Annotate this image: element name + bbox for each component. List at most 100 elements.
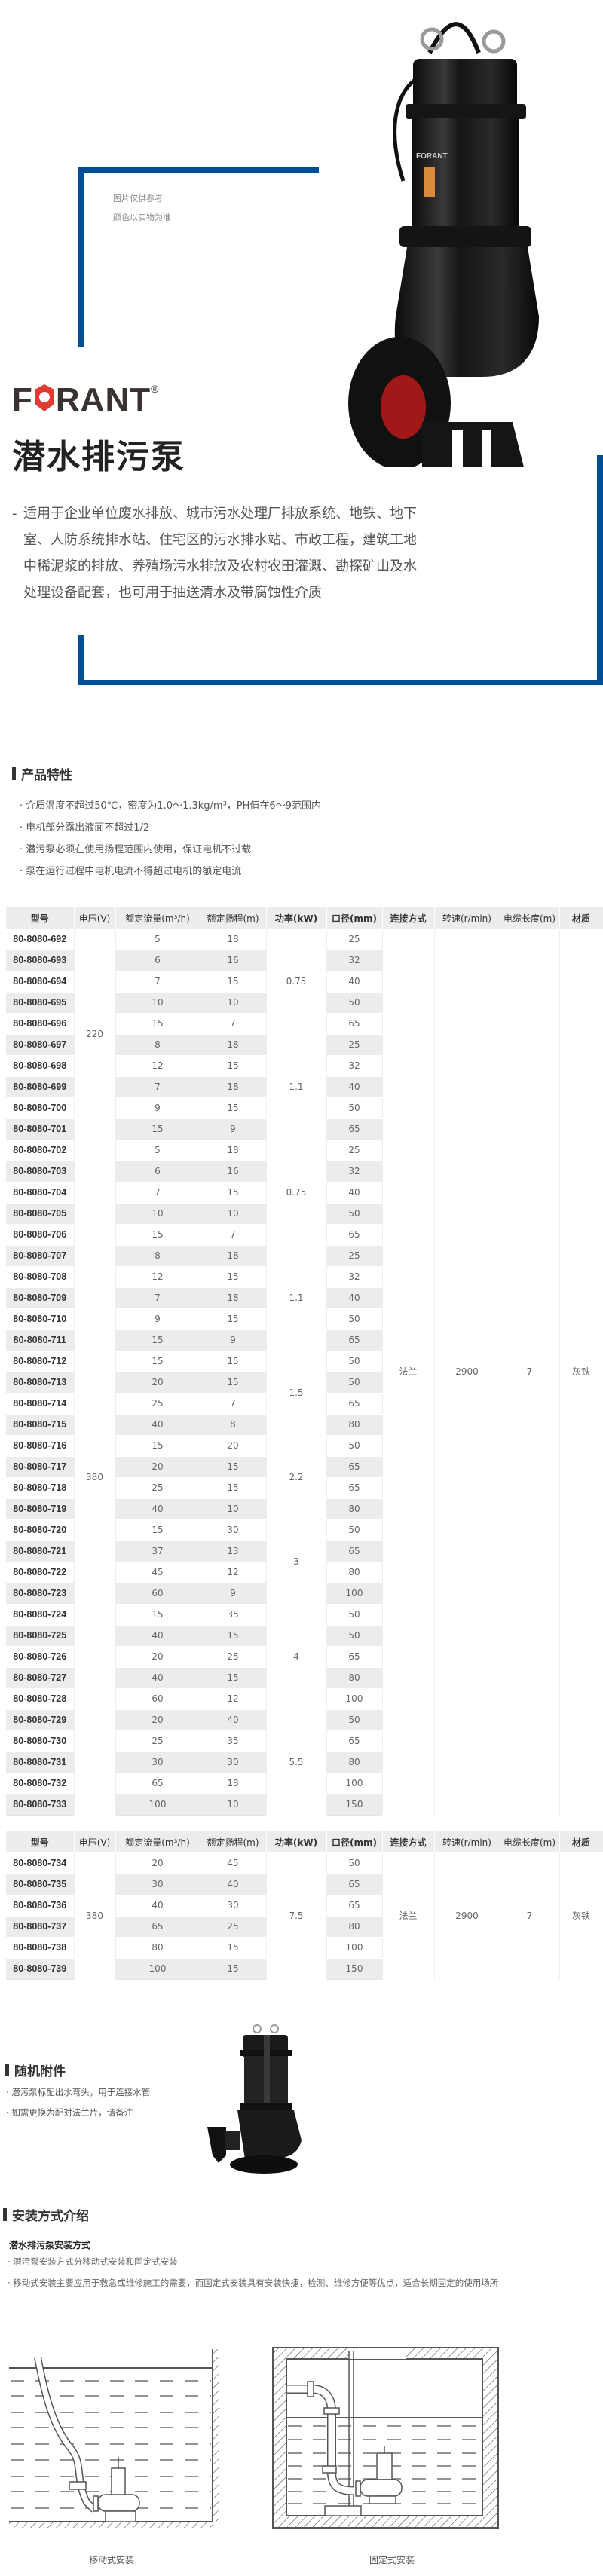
head-cell: 15 xyxy=(200,1477,267,1499)
frame-bottom-line xyxy=(78,680,603,685)
diameter-cell: 50 xyxy=(326,1435,383,1457)
model-cell: 80-8080-715 xyxy=(6,1414,75,1436)
head-cell: 10 xyxy=(200,1794,267,1816)
model-cell: 80-8080-720 xyxy=(6,1519,75,1541)
head-cell: 16 xyxy=(200,950,267,971)
diameter-cell: 100 xyxy=(326,1773,383,1794)
power-cell: 0.75 xyxy=(266,1140,327,1246)
table-row: 80-8080-722 45 12 80 xyxy=(6,1562,603,1583)
diameter-cell: 40 xyxy=(326,1287,383,1309)
feature-item: · 介质温度不超过50℃，密度为1.0～1.3kg/m³，PH值在6～9范围内 xyxy=(20,800,321,812)
table-row: 80-8080-693 6 16 32 xyxy=(6,950,603,971)
heading-bar-icon xyxy=(12,767,16,780)
head-cell: 18 xyxy=(200,929,267,950)
head-cell: 18 xyxy=(200,1140,267,1161)
head-cell: 15 xyxy=(200,1308,267,1330)
diameter-cell: 50 xyxy=(326,1308,383,1330)
flow-cell: 8 xyxy=(115,1034,200,1056)
table-row: 80-8080-736 40 30 65 xyxy=(6,1895,603,1917)
diameter-cell: 32 xyxy=(326,1161,383,1182)
model-cell: 80-8080-710 xyxy=(6,1308,75,1330)
flow-cell: 20 xyxy=(115,1372,200,1394)
color-disclaimer: 颜色以实物为准 xyxy=(113,213,171,222)
frame-right-line xyxy=(597,455,603,685)
head-cell: 45 xyxy=(200,1852,267,1874)
head-cell: 15 xyxy=(200,1266,267,1288)
model-cell: 80-8080-706 xyxy=(6,1224,75,1246)
flow-cell: 6 xyxy=(115,950,200,971)
fixed-install-diagram xyxy=(272,2347,499,2529)
model-cell: 80-8080-730 xyxy=(6,1730,75,1752)
head-cell: 9 xyxy=(200,1118,267,1140)
head-cell: 15 xyxy=(200,1625,267,1647)
diameter-cell: 80 xyxy=(326,1667,383,1689)
table-row: 80-8080-702 380 5 18 0.75 25 xyxy=(6,1140,603,1816)
table-row: 80-8080-724 15 35 4 50 xyxy=(6,1604,603,1710)
table-row: 80-8080-730 25 35 65 xyxy=(6,1730,603,1752)
diameter-cell: 65 xyxy=(326,1456,383,1478)
model-cell: 80-8080-723 xyxy=(6,1583,75,1605)
head-cell: 18 xyxy=(200,1034,267,1056)
diameter-cell: 150 xyxy=(326,1958,383,1980)
flow-cell: 37 xyxy=(115,1540,200,1562)
diameter-cell: 65 xyxy=(326,1329,383,1351)
model-cell: 80-8080-725 xyxy=(6,1625,75,1647)
head-cell: 7 xyxy=(200,1224,267,1246)
model-cell: 80-8080-711 xyxy=(6,1329,75,1351)
head-cell: 12 xyxy=(200,1562,267,1583)
table-row: 80-8080-729 20 40 5.5 50 xyxy=(6,1709,603,1816)
diameter-cell: 50 xyxy=(326,1372,383,1394)
model-cell: 80-8080-731 xyxy=(6,1751,75,1773)
head-cell: 7 xyxy=(200,1013,267,1035)
head-cell: 18 xyxy=(200,1245,267,1267)
head-cell: 35 xyxy=(200,1730,267,1752)
diameter-cell: 25 xyxy=(326,1140,383,1161)
table-row: 80-8080-704 7 15 40 xyxy=(6,1182,603,1204)
diameter-cell: 80 xyxy=(326,1562,383,1583)
table-row: 80-8080-727 40 15 80 xyxy=(6,1667,603,1689)
table-row: 80-8080-707 8 18 1.1 25 xyxy=(6,1245,603,1351)
flow-cell: 30 xyxy=(115,1751,200,1773)
model-cell: 80-8080-701 xyxy=(6,1118,75,1140)
model-cell: 80-8080-727 xyxy=(6,1667,75,1689)
svg-text:FORANT: FORANT xyxy=(416,152,448,161)
flow-cell: 15 xyxy=(115,1013,200,1035)
flow-cell: 9 xyxy=(115,1308,200,1330)
diameter-cell: 40 xyxy=(326,971,383,993)
model-cell: 80-8080-721 xyxy=(6,1540,75,1562)
flow-cell: 15 xyxy=(115,1351,200,1372)
column-header: 电缆长度(m) xyxy=(500,1831,560,1852)
feature-item: · 电机部分露出液面不超过1/2 xyxy=(20,822,150,834)
flow-cell: 30 xyxy=(115,1874,200,1895)
diameter-cell: 65 xyxy=(326,1646,383,1668)
head-cell: 7 xyxy=(200,1393,267,1415)
diameter-cell: 65 xyxy=(326,1895,383,1917)
table-row: 80-8080-720 15 30 3 50 xyxy=(6,1519,603,1605)
column-header: 口径(mm) xyxy=(326,907,383,929)
diameter-cell: 32 xyxy=(326,1266,383,1288)
table-row: 80-8080-692 220 5 18 0.75 25 法兰 2900 7 灰铁 xyxy=(6,929,603,1816)
column-header: 型号 xyxy=(6,1831,75,1852)
flow-cell: 100 xyxy=(115,1958,200,1980)
head-cell: 18 xyxy=(200,1773,267,1794)
speed-cell: 2900 xyxy=(434,1852,500,1980)
flow-cell: 65 xyxy=(115,1916,200,1938)
model-cell: 80-8080-724 xyxy=(6,1604,75,1626)
model-cell: 80-8080-695 xyxy=(6,992,75,1014)
flow-cell: 10 xyxy=(115,1203,200,1225)
head-cell: 12 xyxy=(200,1688,267,1710)
table-row: 80-8080-731 30 30 80 xyxy=(6,1751,603,1773)
voltage-cell: 380 xyxy=(74,1852,116,1980)
power-cell: 5.5 xyxy=(266,1709,327,1816)
head-cell: 35 xyxy=(200,1604,267,1626)
table-row: 80-8080-709 7 18 40 xyxy=(6,1287,603,1309)
diameter-cell: 100 xyxy=(326,1583,383,1605)
diameter-cell: 32 xyxy=(326,950,383,971)
accessory-item: · 潜污泵标配出水弯头，用于连接水管 xyxy=(6,2087,151,2097)
table-row: 80-8080-698 12 15 32 xyxy=(6,1055,603,1077)
model-cell: 80-8080-698 xyxy=(6,1055,75,1077)
installation-heading-text: 安装方式介绍 xyxy=(12,2209,89,2224)
flow-cell: 80 xyxy=(115,1937,200,1959)
flow-cell: 15 xyxy=(115,1604,200,1626)
model-cell: 80-8080-716 xyxy=(6,1435,75,1457)
